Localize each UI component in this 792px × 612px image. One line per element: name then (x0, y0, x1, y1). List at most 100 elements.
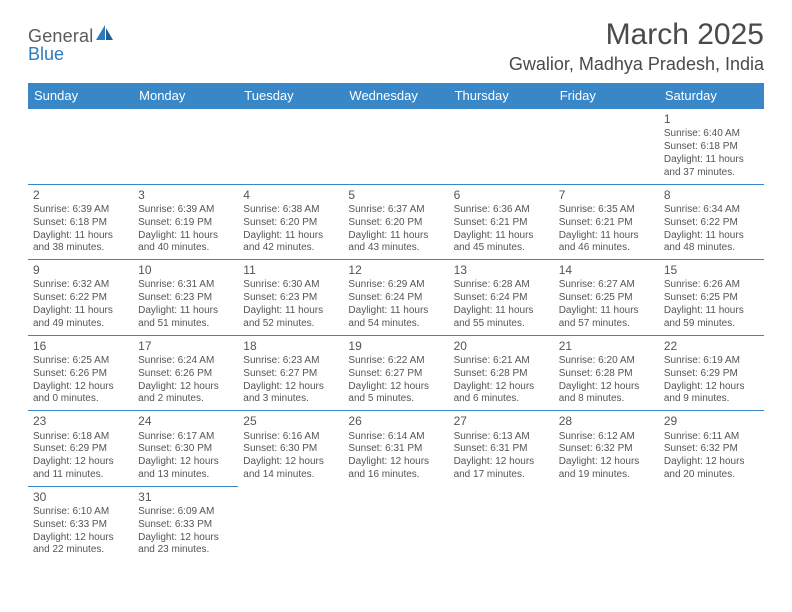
daylight-text: Daylight: 12 hours and 17 minutes. (454, 456, 549, 482)
day-number: 1 (664, 112, 759, 127)
day-number: 21 (559, 339, 654, 354)
day-number: 26 (348, 414, 443, 429)
sunrise-text: Sunrise: 6:22 AM (348, 355, 443, 368)
sunset-text: Sunset: 6:25 PM (664, 292, 759, 305)
sunset-text: Sunset: 6:30 PM (243, 443, 338, 456)
sunset-text: Sunset: 6:31 PM (348, 443, 443, 456)
sunrise-text: Sunrise: 6:39 AM (138, 204, 233, 217)
day-cell: 3Sunrise: 6:39 AMSunset: 6:19 PMDaylight… (133, 184, 238, 260)
sunset-text: Sunset: 6:22 PM (664, 217, 759, 230)
day-number: 28 (559, 414, 654, 429)
sunrise-text: Sunrise: 6:24 AM (138, 355, 233, 368)
sunrise-text: Sunrise: 6:34 AM (664, 204, 759, 217)
day-cell: 7Sunrise: 6:35 AMSunset: 6:21 PMDaylight… (554, 184, 659, 260)
day-number: 6 (454, 188, 549, 203)
daylight-text: Daylight: 11 hours and 46 minutes. (559, 230, 654, 256)
sunrise-text: Sunrise: 6:16 AM (243, 431, 338, 444)
daylight-text: Daylight: 12 hours and 14 minutes. (243, 456, 338, 482)
day-cell: 29Sunrise: 6:11 AMSunset: 6:32 PMDayligh… (659, 411, 764, 487)
day-cell (238, 486, 343, 561)
sunset-text: Sunset: 6:21 PM (559, 217, 654, 230)
sunrise-text: Sunrise: 6:12 AM (559, 431, 654, 444)
sunrise-text: Sunrise: 6:36 AM (454, 204, 549, 217)
weekday-sunday: Sunday (28, 83, 133, 109)
day-number: 20 (454, 339, 549, 354)
day-number: 19 (348, 339, 443, 354)
weekday-saturday: Saturday (659, 83, 764, 109)
sunrise-text: Sunrise: 6:13 AM (454, 431, 549, 444)
day-number: 3 (138, 188, 233, 203)
day-cell: 9Sunrise: 6:32 AMSunset: 6:22 PMDaylight… (28, 260, 133, 336)
sunrise-text: Sunrise: 6:32 AM (33, 279, 128, 292)
day-number: 27 (454, 414, 549, 429)
day-cell: 13Sunrise: 6:28 AMSunset: 6:24 PMDayligh… (449, 260, 554, 336)
sunset-text: Sunset: 6:30 PM (138, 443, 233, 456)
day-number: 16 (33, 339, 128, 354)
sunset-text: Sunset: 6:33 PM (138, 519, 233, 532)
sunset-text: Sunset: 6:24 PM (348, 292, 443, 305)
day-number: 2 (33, 188, 128, 203)
day-cell: 26Sunrise: 6:14 AMSunset: 6:31 PMDayligh… (343, 411, 448, 487)
day-cell: 17Sunrise: 6:24 AMSunset: 6:26 PMDayligh… (133, 335, 238, 411)
day-cell: 31Sunrise: 6:09 AMSunset: 6:33 PMDayligh… (133, 486, 238, 561)
day-cell: 25 Sunrise: 6:16 AMSunset: 6:30 PMDayligh… (238, 411, 343, 487)
daylight-text: Daylight: 12 hours and 0 minutes. (33, 381, 128, 407)
daylight-text: Daylight: 12 hours and 3 minutes. (243, 381, 338, 407)
day-number: 7 (559, 188, 654, 203)
sunrise-text: Sunrise: 6:27 AM (559, 279, 654, 292)
daylight-text: Daylight: 11 hours and 38 minutes. (33, 230, 128, 256)
day-cell: 30Sunrise: 6:10 AMSunset: 6:33 PMDayligh… (28, 486, 133, 561)
weekday-thursday: Thursday (449, 83, 554, 109)
sunset-text: Sunset: 6:28 PM (454, 368, 549, 381)
day-cell: 5Sunrise: 6:37 AMSunset: 6:20 PMDaylight… (343, 184, 448, 260)
daylight-text: Daylight: 12 hours and 9 minutes. (664, 381, 759, 407)
day-cell: 11Sunrise: 6:30 AMSunset: 6:23 PMDayligh… (238, 260, 343, 336)
day-number: 25 (243, 414, 338, 429)
sunrise-text: Sunrise: 6:31 AM (138, 279, 233, 292)
sunrise-text: Sunrise: 6:19 AM (664, 355, 759, 368)
sunrise-text: Sunrise: 6:30 AM (243, 279, 338, 292)
daylight-text: Daylight: 12 hours and 23 minutes. (138, 532, 233, 558)
daylight-text: Daylight: 11 hours and 45 minutes. (454, 230, 549, 256)
daylight-text: Daylight: 11 hours and 57 minutes. (559, 305, 654, 331)
sunrise-text: Sunrise: 6:17 AM (138, 431, 233, 444)
day-cell: 19Sunrise: 6:22 AMSunset: 6:27 PMDayligh… (343, 335, 448, 411)
day-cell: 20Sunrise: 6:21 AMSunset: 6:28 PMDayligh… (449, 335, 554, 411)
daylight-text: Daylight: 12 hours and 5 minutes. (348, 381, 443, 407)
daylight-text: Daylight: 12 hours and 20 minutes. (664, 456, 759, 482)
day-cell: 18Sunrise: 6:23 AMSunset: 6:27 PMDayligh… (238, 335, 343, 411)
day-cell (659, 486, 764, 561)
week-row: 23Sunrise: 6:18 AMSunset: 6:29 PMDayligh… (28, 411, 764, 487)
day-cell: 2Sunrise: 6:39 AMSunset: 6:18 PMDaylight… (28, 184, 133, 260)
day-number: 12 (348, 263, 443, 278)
sunrise-text: Sunrise: 6:37 AM (348, 204, 443, 217)
daylight-text: Daylight: 12 hours and 2 minutes. (138, 381, 233, 407)
week-row: 1Sunrise: 6:40 AMSunset: 6:18 PMDaylight… (28, 109, 764, 185)
day-number: 24 (138, 414, 233, 429)
sunrise-text: Sunrise: 6:23 AM (243, 355, 338, 368)
sunset-text: Sunset: 6:32 PM (559, 443, 654, 456)
daylight-text: Daylight: 12 hours and 11 minutes. (33, 456, 128, 482)
sunrise-text: Sunrise: 6:21 AM (454, 355, 549, 368)
sunrise-text: Sunrise: 6:26 AM (664, 279, 759, 292)
title-block: March 2025 Gwalior, Madhya Pradesh, Indi… (509, 18, 764, 75)
daylight-text: Daylight: 12 hours and 6 minutes. (454, 381, 549, 407)
sunrise-text: Sunrise: 6:09 AM (138, 506, 233, 519)
sunset-text: Sunset: 6:23 PM (138, 292, 233, 305)
day-cell (238, 109, 343, 185)
sunset-text: Sunset: 6:19 PM (138, 217, 233, 230)
daylight-text: Daylight: 11 hours and 48 minutes. (664, 230, 759, 256)
day-number: 17 (138, 339, 233, 354)
daylight-text: Daylight: 11 hours and 59 minutes. (664, 305, 759, 331)
daylight-text: Daylight: 11 hours and 55 minutes. (454, 305, 549, 331)
daylight-text: Daylight: 11 hours and 42 minutes. (243, 230, 338, 256)
calendar-table: Sunday Monday Tuesday Wednesday Thursday… (28, 83, 764, 561)
sunset-text: Sunset: 6:31 PM (454, 443, 549, 456)
day-number: 23 (33, 414, 128, 429)
day-number: 30 (33, 490, 128, 505)
day-number: 5 (348, 188, 443, 203)
sunset-text: Sunset: 6:29 PM (33, 443, 128, 456)
day-cell (343, 486, 448, 561)
sunset-text: Sunset: 6:32 PM (664, 443, 759, 456)
sunset-text: Sunset: 6:25 PM (559, 292, 654, 305)
